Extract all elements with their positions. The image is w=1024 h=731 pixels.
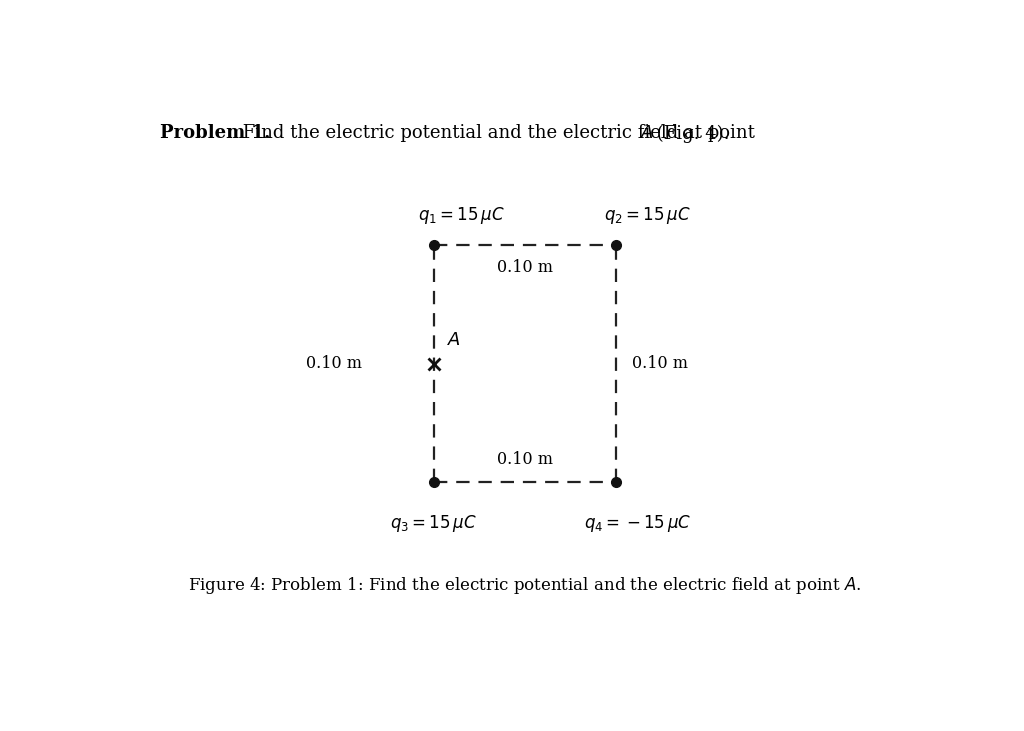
Text: $q_2 = 15\,\mu C$: $q_2 = 15\,\mu C$ [604,205,691,226]
Text: Find the electric potential and the electric field at point: Find the electric potential and the elec… [237,124,761,143]
Text: 0.10 m: 0.10 m [306,355,362,372]
Text: $q_3 = 15\,\mu C$: $q_3 = 15\,\mu C$ [390,512,477,534]
Text: $q_4 = -15\,\mu C$: $q_4 = -15\,\mu C$ [585,512,691,534]
Text: $q_1 = 15\,\mu C$: $q_1 = 15\,\mu C$ [418,205,505,226]
Text: 0.10 m: 0.10 m [497,260,553,276]
Text: 0.10 m: 0.10 m [497,450,553,468]
Text: Figure 4: Problem 1: Find the electric potential and the electric field at point: Figure 4: Problem 1: Find the electric p… [188,575,861,596]
Text: $A$: $A$ [640,124,654,143]
Text: $A$: $A$ [447,331,461,349]
Text: (Fig. 4).: (Fig. 4). [651,124,729,143]
Text: Problem 1.: Problem 1. [160,124,270,143]
Text: 0.10 m: 0.10 m [632,355,688,372]
